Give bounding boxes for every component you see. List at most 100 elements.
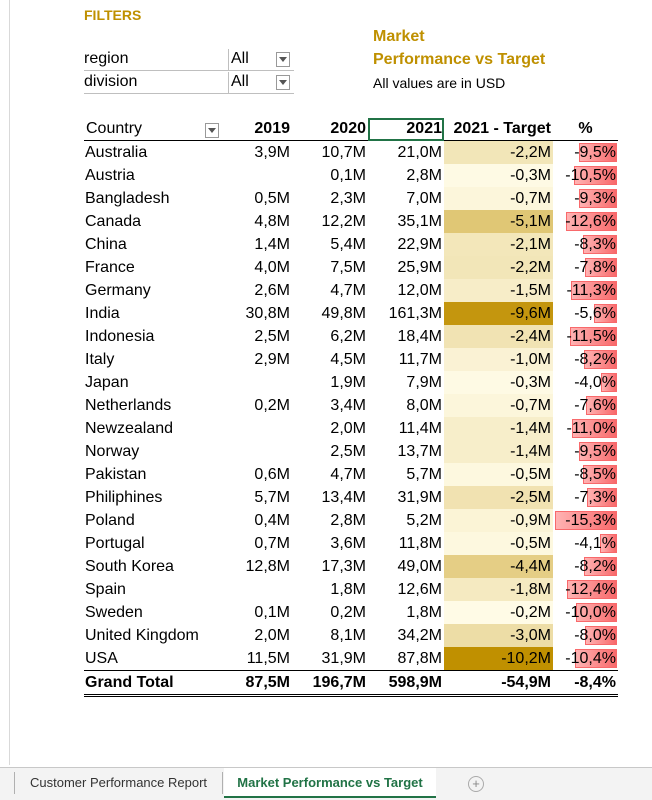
- dropdown-arrow-icon[interactable]: [276, 52, 290, 67]
- total-cell-y2020[interactable]: 196,7M: [292, 670, 368, 697]
- cell-2021-target[interactable]: -2,4M: [444, 325, 553, 348]
- cell-2021-target[interactable]: -1,5M: [444, 279, 553, 302]
- cell-2021[interactable]: 21,0M: [397, 143, 442, 161]
- cell-2019[interactable]: [229, 371, 292, 394]
- cell-percent[interactable]: -10,4%: [553, 647, 618, 671]
- cell-2021[interactable]: 31,9M: [397, 488, 442, 506]
- cell-percent[interactable]: -8,3%: [553, 233, 618, 256]
- cell-2020[interactable]: 4,7M: [330, 465, 366, 483]
- cell-percent[interactable]: -9,5%: [553, 141, 618, 165]
- cell-country[interactable]: France: [85, 258, 135, 276]
- cell-2020[interactable]: 3,4M: [330, 396, 366, 414]
- cell-2021[interactable]: 25,9M: [397, 258, 442, 276]
- cell-country[interactable]: Italy: [85, 350, 115, 368]
- cell-2021[interactable]: 7,9M: [406, 373, 442, 391]
- cell-2021[interactable]: 34,2M: [397, 626, 442, 644]
- cell-country[interactable]: Indonesia: [85, 327, 155, 345]
- cell-2021-target[interactable]: -2,2M: [444, 256, 553, 279]
- cell-2020[interactable]: 8,1M: [330, 626, 366, 644]
- add-sheet-icon[interactable]: +: [468, 776, 484, 792]
- cell-percent[interactable]: -11,5%: [553, 325, 618, 348]
- cell-percent[interactable]: -10,5%: [553, 164, 618, 187]
- cell-2021-target[interactable]: -1,0M: [444, 348, 553, 371]
- cell-2021-target[interactable]: -2,2M: [444, 140, 553, 164]
- cell-country[interactable]: Australia: [85, 143, 148, 161]
- cell-country[interactable]: Japan: [85, 373, 129, 391]
- cell-2019[interactable]: 0,6M: [254, 465, 290, 483]
- total-cell-y2019[interactable]: 87,5M: [229, 670, 292, 697]
- cell-2021-target[interactable]: -2,5M: [444, 486, 553, 509]
- cell-2019[interactable]: 1,4M: [254, 235, 290, 253]
- cell-percent[interactable]: -8,5%: [553, 463, 618, 486]
- cell-percent[interactable]: -11,0%: [553, 417, 618, 440]
- cell-2021-target[interactable]: -0,2M: [444, 601, 553, 624]
- cell-percent[interactable]: -10,0%: [553, 601, 618, 624]
- cell-2021-target[interactable]: -2,1M: [444, 233, 553, 256]
- cell-2021-target[interactable]: -10,2M: [444, 647, 553, 671]
- cell-2019[interactable]: [229, 417, 292, 440]
- cell-2019[interactable]: 3,9M: [254, 143, 290, 161]
- cell-2021-target[interactable]: -5,1M: [444, 210, 553, 233]
- cell-country[interactable]: India: [85, 304, 120, 322]
- dropdown-arrow-icon[interactable]: [276, 75, 290, 90]
- cell-2019[interactable]: [229, 164, 292, 187]
- cell-2019[interactable]: 0,5M: [254, 189, 290, 207]
- cell-country[interactable]: Netherlands: [85, 396, 172, 414]
- cell-2021[interactable]: 12,6M: [397, 580, 442, 598]
- column-header-2021[interactable]: 2021: [368, 118, 444, 141]
- cell-country[interactable]: Philiphines: [85, 488, 163, 506]
- cell-2021[interactable]: 22,9M: [397, 235, 442, 253]
- cell-2021-target[interactable]: -3,0M: [444, 624, 553, 647]
- cell-2021-target[interactable]: -0,9M: [444, 509, 553, 532]
- cell-country[interactable]: Canada: [85, 212, 142, 230]
- cell-2020[interactable]: 6,2M: [330, 327, 366, 345]
- filter-dropdown-icon[interactable]: [205, 123, 219, 138]
- cell-2020[interactable]: 2,3M: [330, 189, 366, 207]
- cell-2019[interactable]: 0,4M: [254, 511, 290, 529]
- cell-percent[interactable]: -7,6%: [553, 394, 618, 417]
- cell-country[interactable]: Sweden: [85, 603, 143, 621]
- cell-percent[interactable]: -15,3%: [553, 509, 618, 532]
- cell-2021[interactable]: 11,7M: [398, 350, 442, 368]
- cell-2021[interactable]: 1,8M: [406, 603, 442, 621]
- total-cell-country[interactable]: Grand Total: [84, 670, 229, 697]
- cell-2019[interactable]: 4,8M: [254, 212, 290, 230]
- cell-percent[interactable]: -8,2%: [553, 555, 618, 578]
- cell-percent[interactable]: -4,1%: [553, 532, 618, 555]
- cell-2020[interactable]: 2,0M: [330, 419, 366, 437]
- cell-2019[interactable]: 12,8M: [245, 557, 290, 575]
- cell-2021-target[interactable]: -1,8M: [444, 578, 553, 601]
- cell-2021-target[interactable]: -9,6M: [444, 302, 553, 325]
- cell-percent[interactable]: -5,6%: [553, 302, 618, 325]
- cell-percent[interactable]: -8,2%: [553, 348, 618, 371]
- cell-2020[interactable]: 1,8M: [330, 580, 366, 598]
- cell-2021-target[interactable]: -0,5M: [444, 463, 553, 486]
- cell-country[interactable]: China: [85, 235, 127, 253]
- cell-2020[interactable]: 4,7M: [330, 281, 366, 299]
- cell-country[interactable]: Portugal: [85, 534, 145, 552]
- tab-market-performance-vs-target[interactable]: Market Performance vs Target: [224, 768, 436, 798]
- cell-2020[interactable]: 12,2M: [321, 212, 366, 230]
- cell-2020[interactable]: 4,5M: [330, 350, 366, 368]
- cell-2021-target[interactable]: -0,3M: [444, 164, 553, 187]
- cell-2019[interactable]: 2,5M: [254, 327, 290, 345]
- column-header-percent[interactable]: %: [553, 118, 618, 141]
- total-cell-y2021[interactable]: 598,9M: [368, 670, 444, 697]
- cell-country[interactable]: USA: [85, 649, 118, 667]
- cell-country[interactable]: Norway: [85, 442, 140, 460]
- cell-2019[interactable]: 0,1M: [254, 603, 290, 621]
- cell-2020[interactable]: 7,5M: [330, 258, 366, 276]
- cell-country[interactable]: Bangladesh: [85, 189, 170, 207]
- filter-division-select[interactable]: All: [228, 72, 293, 93]
- cell-2020[interactable]: 31,9M: [321, 649, 366, 667]
- cell-2021[interactable]: 18,4M: [397, 327, 442, 345]
- cell-2020[interactable]: 10,7M: [321, 143, 366, 161]
- cell-2021[interactable]: 12,0M: [397, 281, 442, 299]
- filter-region-select[interactable]: All: [228, 49, 293, 70]
- cell-2019[interactable]: 2,0M: [254, 626, 290, 644]
- cell-2021[interactable]: 7,0M: [406, 189, 442, 207]
- column-header-2020[interactable]: 2020: [292, 118, 368, 141]
- cell-2019[interactable]: 11,5M: [246, 649, 290, 667]
- cell-country[interactable]: South Korea: [85, 557, 174, 575]
- cell-2021-target[interactable]: -4,4M: [444, 555, 553, 578]
